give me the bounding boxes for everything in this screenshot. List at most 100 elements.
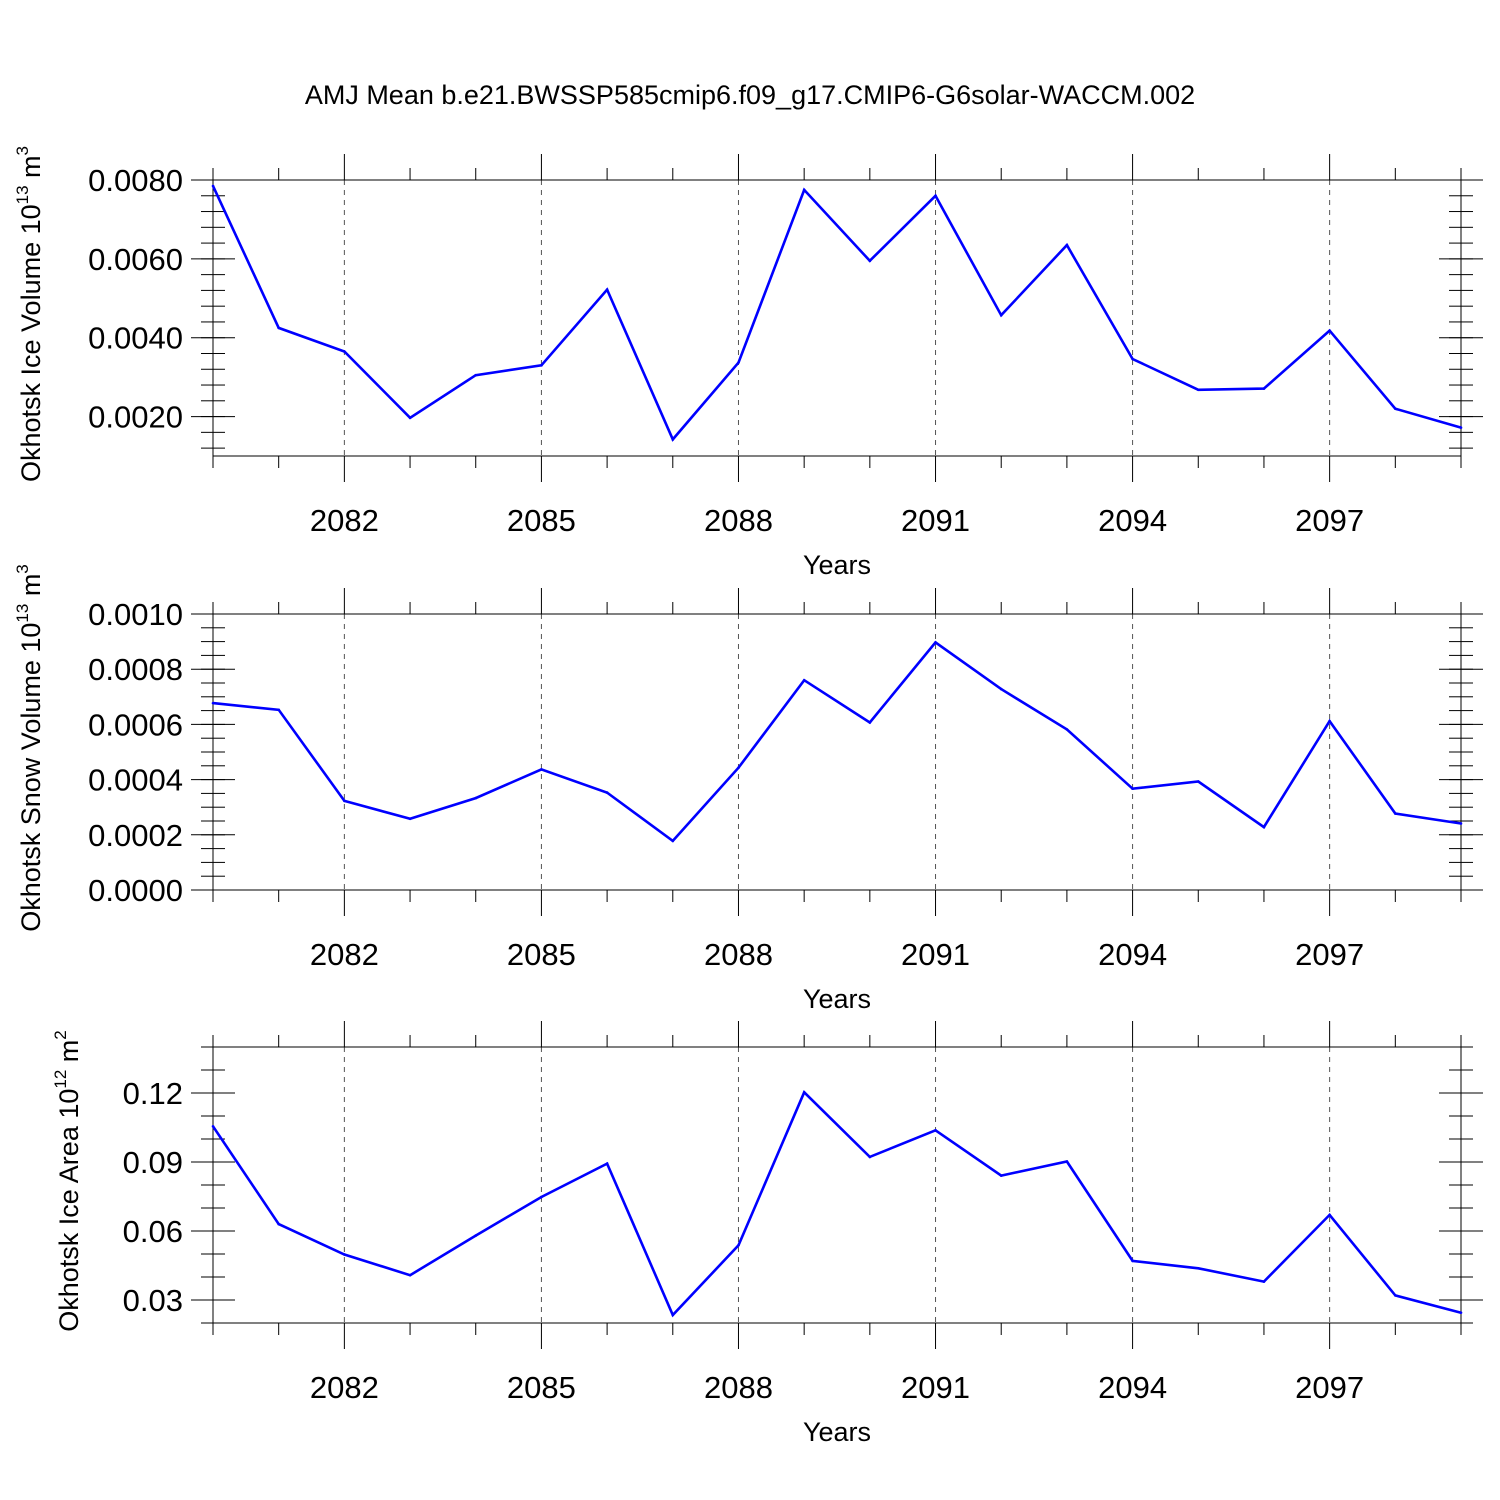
data-point — [211, 184, 215, 188]
data-point — [605, 1162, 609, 1165]
data-point — [1459, 426, 1463, 429]
plot-frame — [212, 179, 1462, 457]
series-line — [211, 185, 1462, 442]
y-tick-label: 0.0008 — [88, 652, 183, 687]
chart-panel-3: 0.03 0.06 0.09 0.12 2082 2085 2088 2091 2094 2097… — [51, 1021, 1483, 1447]
x-tick-label: 2082 — [310, 1370, 379, 1405]
x-tick-label: 2088 — [704, 503, 773, 538]
data-point — [540, 1195, 543, 1199]
y-tick-label: 0.03 — [123, 1283, 183, 1318]
data-point — [868, 259, 872, 263]
data-point — [474, 796, 478, 800]
data-point — [343, 350, 346, 353]
data-point — [1065, 728, 1069, 731]
data-point — [1262, 1280, 1266, 1283]
data-point — [737, 1243, 740, 1247]
data-point — [1394, 407, 1397, 410]
x-axis-title: Years — [803, 550, 871, 580]
x-tick-label: 2091 — [901, 937, 970, 972]
y-tick-label: 0.06 — [123, 1214, 183, 1249]
y-axis-title: Okhotsk Ice Volume 1013 m3 — [13, 146, 46, 482]
data-point — [737, 361, 740, 364]
y-tick-label: 0.0010 — [88, 597, 183, 632]
data-point — [343, 799, 346, 803]
data-point — [277, 326, 280, 330]
data-point — [1394, 812, 1397, 815]
data-point — [999, 1174, 1003, 1177]
data-point — [540, 768, 543, 771]
data-point — [277, 1222, 280, 1226]
x-tick-label: 2085 — [507, 937, 576, 972]
y-tick-label: 0.0000 — [88, 873, 183, 908]
x-tick-label: 2088 — [704, 937, 773, 972]
data-point — [737, 766, 740, 770]
x-tick-label: 2097 — [1295, 1370, 1364, 1405]
data-point — [1328, 1213, 1331, 1217]
plot-frame — [212, 1046, 1462, 1324]
x-tick-label: 2094 — [1098, 937, 1167, 972]
data-point — [1131, 1259, 1134, 1263]
x-tick-label: 2091 — [901, 503, 970, 538]
data-point — [1394, 1294, 1397, 1297]
x-tick-label: 2082 — [310, 503, 379, 538]
data-point — [1065, 1160, 1069, 1163]
data-point — [540, 364, 543, 367]
y-tick-label: 0.12 — [123, 1076, 183, 1111]
data-point — [408, 416, 412, 420]
data-point — [671, 839, 675, 843]
chart-panels: 0.0020 0.0040 0.0060 0.0080 2082 2085 2088 2091… — [13, 146, 1483, 1447]
y-tick-label: 0.0080 — [88, 163, 183, 198]
data-point — [999, 687, 1003, 691]
data-point — [671, 1313, 675, 1317]
x-tick-label: 2085 — [507, 503, 576, 538]
data-point — [1131, 357, 1134, 361]
y-tick-label: 0.0002 — [88, 818, 183, 853]
data-point — [934, 641, 937, 644]
data-point — [1065, 243, 1069, 247]
data-point — [605, 791, 609, 794]
x-tick-label: 2085 — [507, 1370, 576, 1405]
y-tick-label: 0.0006 — [88, 707, 183, 742]
data-point — [934, 194, 937, 198]
data-point — [1196, 1266, 1200, 1270]
series-line — [212, 640, 1462, 843]
data-point — [802, 188, 806, 192]
x-tick-label: 2091 — [901, 1370, 970, 1405]
y-axis-title: Okhotsk Ice Area 1012 m2 — [51, 1030, 84, 1332]
x-tick-label: 2088 — [704, 1370, 773, 1405]
x-tick-label: 2094 — [1098, 503, 1167, 538]
data-point — [211, 701, 215, 705]
data-point — [868, 1155, 872, 1159]
data-point — [1262, 825, 1266, 829]
data-point — [802, 1091, 806, 1094]
data-point — [408, 817, 412, 821]
data-point — [1328, 329, 1331, 332]
x-tick-label: 2094 — [1098, 1370, 1167, 1405]
chart-panel-2: 0.0000 0.0002 0.0004 0.0006 0.0008 0.0010 2082… — [13, 564, 1483, 1014]
data-point — [999, 313, 1003, 317]
x-axis-title: Years — [803, 1417, 871, 1447]
y-tick-label: 0.0004 — [88, 763, 183, 798]
data-point — [671, 438, 675, 441]
data-point — [277, 708, 280, 712]
data-point — [1459, 1311, 1463, 1314]
data-point — [343, 1253, 346, 1256]
data-point — [934, 1128, 937, 1132]
chart-panel-1: 0.0020 0.0040 0.0060 0.0080 2082 2085 2088 2091… — [13, 146, 1483, 580]
data-point — [868, 721, 872, 724]
y-tick-label: 0.0020 — [88, 400, 183, 435]
data-point — [211, 1125, 215, 1128]
data-point — [1262, 387, 1266, 390]
series-line — [211, 1090, 1462, 1318]
data-point — [1459, 822, 1463, 825]
plot-frame — [212, 613, 1462, 891]
figure-title: AMJ Mean b.e21.BWSSP585cmip6.f09_g17.CMI… — [305, 80, 1195, 110]
data-point — [408, 1273, 412, 1277]
x-tick-label: 2097 — [1295, 503, 1364, 538]
data-point — [802, 678, 806, 682]
y-tick-label: 0.0060 — [88, 242, 183, 277]
x-tick-label: 2082 — [310, 937, 379, 972]
y-axis-title: Okhotsk Snow Volume 1013 m3 — [13, 564, 46, 932]
data-point — [1196, 388, 1200, 392]
